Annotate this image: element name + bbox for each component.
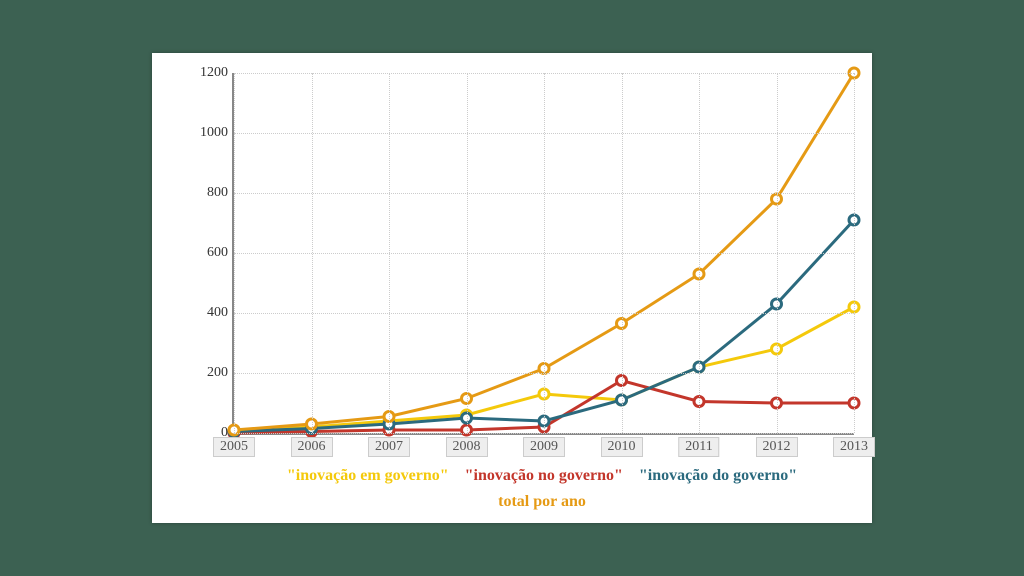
grid-line-v — [699, 73, 700, 433]
grid-line-v — [854, 73, 855, 433]
grid-line-v — [312, 73, 313, 433]
grid-line-h — [234, 433, 854, 434]
legend-item-do: "inovação do governo" — [639, 467, 797, 484]
x-axis-label: 2010 — [601, 437, 643, 457]
grid-line-v — [234, 73, 235, 433]
plot-area: 0200400600800100012002005200620072008200… — [232, 73, 854, 435]
x-axis-label: 2008 — [446, 437, 488, 457]
x-axis-label: 2006 — [291, 437, 333, 457]
x-axis-label: 2009 — [523, 437, 565, 457]
x-axis-label: 2005 — [213, 437, 255, 457]
chart-card: 0200400600800100012002005200620072008200… — [152, 53, 872, 523]
y-axis-label: 1000 — [200, 125, 234, 141]
x-axis-label: 2012 — [756, 437, 798, 457]
legend: "inovação em governo" "inovação no govern… — [232, 463, 852, 514]
y-axis-label: 600 — [207, 245, 234, 261]
y-axis-label: 200 — [207, 365, 234, 381]
grid-line-v — [467, 73, 468, 433]
legend-item-total: total por ano — [498, 493, 586, 510]
legend-item-no: "inovação no governo" — [465, 467, 623, 484]
x-axis-label: 2007 — [368, 437, 410, 457]
grid-line-v — [622, 73, 623, 433]
y-axis-label: 400 — [207, 305, 234, 321]
x-axis-label: 2013 — [833, 437, 875, 457]
legend-item-em: "inovação em governo" — [287, 467, 449, 484]
grid-line-v — [389, 73, 390, 433]
x-axis-label: 2011 — [678, 437, 719, 457]
y-axis-label: 800 — [207, 185, 234, 201]
grid-line-v — [544, 73, 545, 433]
y-axis-label: 1200 — [200, 65, 234, 81]
grid-line-v — [777, 73, 778, 433]
